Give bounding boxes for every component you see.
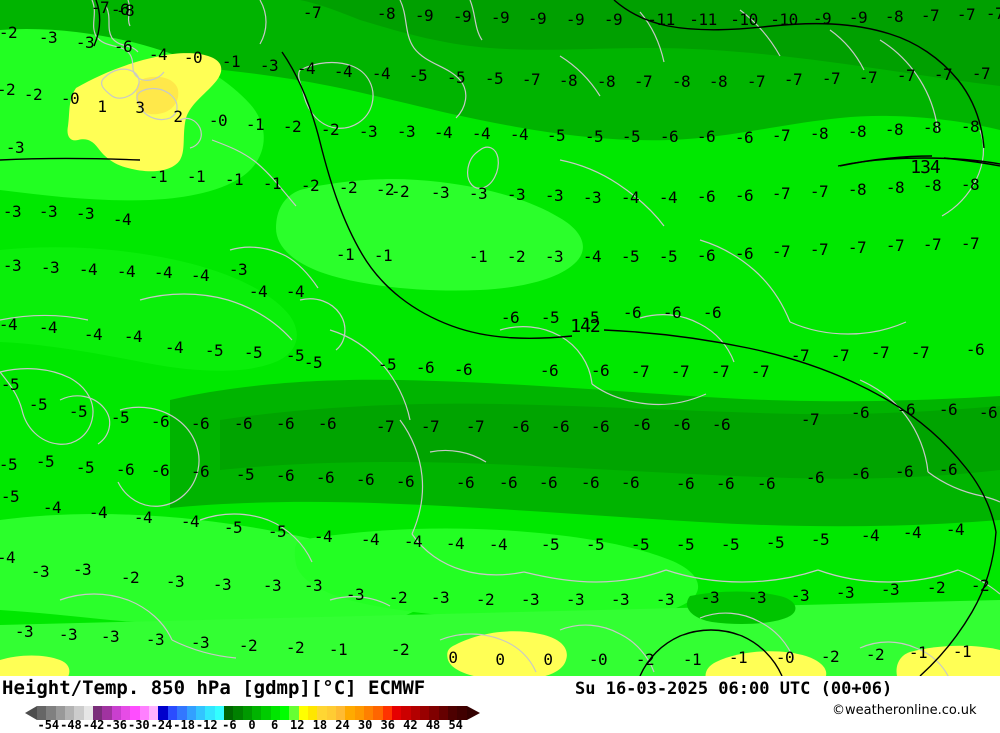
colorbar-swatch [177,706,187,720]
colorbar-swatch [93,706,103,720]
colorbar-swatch [214,706,224,720]
colorbar-tick: 36 [380,718,396,732]
map-graphics [0,0,1000,676]
color-scale-bar [25,705,480,721]
colorbar-swatch [158,706,168,720]
temp-pocket-dark-green-south [686,591,796,624]
colorbar-swatch [401,706,411,720]
colorbar-swatch [167,706,178,720]
colorbar-tick: 18 [312,718,328,732]
colorbar-min-arrow [25,706,37,720]
valid-datetime: Su 16-03-2025 06:00 UTC (00+06) [575,679,893,699]
copyright-credit: ©weatheronline.co.uk [832,703,977,718]
colorbar-swatch [139,706,150,720]
temp-band-green-midwest [0,247,297,371]
temp-patch-yellow-south-2 [705,651,827,676]
colorbar-swatch [130,706,140,720]
temp-patch-yellow-south-4 [0,655,70,676]
colorbar-tick: -30 [127,718,150,732]
colorbar-tick: -36 [105,718,128,732]
coastline-layer [0,0,1000,676]
colorbar-tick: 48 [425,718,441,732]
colorbar-swatch [279,706,290,720]
colorbar-swatch [102,706,112,720]
colorbar-tick: 24 [335,718,350,732]
temp-band-light-green-central [276,179,583,291]
colorbar-tick-labels: -54 -48 -42 -36 -30 -24 -18 -12 -6 0 6 12 18 24 30 36 42… [25,719,480,733]
footer-bar: Height/Temp. 850 hPa [gdmp][°C] ECMWF Su… [0,676,1000,733]
colorbar-swatch [457,706,467,720]
colorbar-swatch [410,706,421,720]
colorbar-tick: 12 [290,718,305,732]
colorbar-swatch [270,706,280,720]
colorbar-swatch [223,706,234,720]
colorbar-tick: 0 [248,718,256,732]
chart-title: Height/Temp. 850 hPa [gdmp][°C] ECMWF [2,677,426,699]
colorbar-swatch [251,706,262,720]
colorbar-swatch [429,706,439,720]
colorbar-swatch [289,706,299,720]
colorbar-swatch [242,706,252,720]
colorbar-tick: 6 [271,718,279,732]
colorbar-swatch [307,706,318,720]
colorbar-swatch [364,706,374,720]
colorbar-swatch [298,706,308,720]
colorbar-tick: -54 [37,718,60,732]
colorbar-swatch [354,706,365,720]
colorbar-swatches [37,706,467,720]
map-canvas[interactable]: -2 -3 -3 -6 -4 -0 -1 -3 -4 -4 -4 -5 -5 -5 -7 -8 -8 -7 -8 -8… [0,0,1000,676]
colorbar-tick: -24 [150,718,173,732]
colorbar-tick: -42 [82,718,105,732]
colorbar-swatch [37,706,47,720]
colorbar-tick: 42 [403,718,418,732]
colorbar-swatch [205,706,215,720]
colorbar-swatch [74,706,84,720]
colorbar-swatch [261,706,271,720]
colorbar-swatch [345,706,355,720]
colorbar-swatch [111,706,122,720]
colorbar-tick: -12 [195,718,218,732]
temp-patch-yellow-south-3 [896,645,1000,676]
height-contour-layer [0,0,1000,676]
colorbar-swatch [121,706,131,720]
colorbar-swatch [317,706,327,720]
temp-patch-yellow-south-1 [447,631,567,676]
colorbar-swatch [46,706,56,720]
colorbar-swatch [382,706,393,720]
colorbar-swatch [420,706,430,720]
colorbar-tick: 54 [448,718,463,732]
colorbar-swatch [149,706,159,720]
colorbar-swatch [392,706,402,720]
colorbar-swatch [233,706,243,720]
height-contour-142 [281,51,573,339]
temp-band-darker-green-core [220,403,1000,479]
colorbar-swatch [438,706,449,720]
colorbar-swatch [195,706,206,720]
colorbar-swatch [186,706,196,720]
colorbar-swatch [55,706,66,720]
colorbar-swatch [336,706,346,720]
colorbar-swatch [448,706,458,720]
colorbar-swatch [65,706,75,720]
colorbar-tick: -18 [173,718,195,732]
colorbar-swatch [373,706,383,720]
colorbar-swatch [83,706,94,720]
colorbar-tick: -48 [60,718,82,732]
colorbar-swatch [326,706,336,720]
colorbar-tick: 30 [357,718,373,732]
colorbar-tick: -6 [222,718,237,732]
colorbar-max-arrow [467,706,480,720]
temp-band-deep-yellow-uk [136,76,179,115]
